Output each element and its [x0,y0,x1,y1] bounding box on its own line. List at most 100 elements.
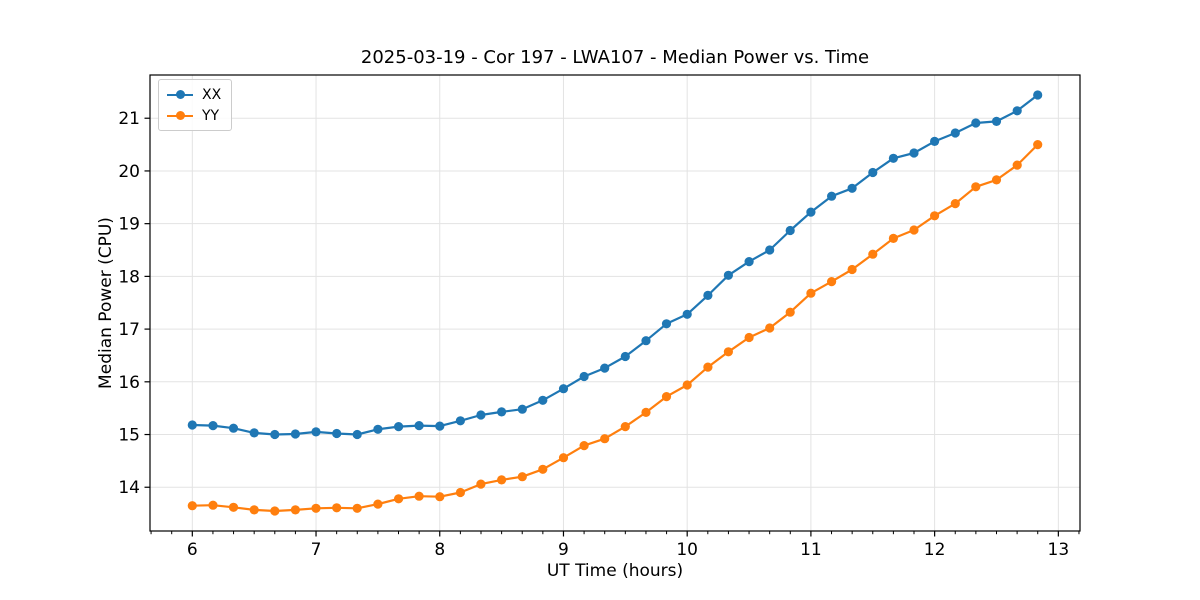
series-YY-marker [950,199,960,209]
series-YY-marker [991,175,1002,185]
series-XX-marker [476,410,486,420]
y-axis-ticks: 14 15 16 17 18 19 20 21 [118,109,150,498]
axes-spines [149,74,1081,532]
series-XX-marker [1033,90,1043,100]
axes-box [149,74,1081,532]
series-XX-marker [579,371,589,382]
x-tick-label: 13 [1048,540,1070,560]
legend-label-YY: YY [202,107,220,124]
series-XX-marker [394,422,404,432]
series-XX-marker [497,407,507,417]
series-YY-marker [228,502,239,512]
series-XX-marker [208,421,218,431]
series-XX [187,90,1043,440]
legend-item-YY: YY [167,105,221,126]
series-YY-marker [847,264,857,275]
series-YY-marker [187,501,197,511]
legend-marker-YY [167,111,193,121]
series-YY-marker [579,441,589,451]
series-XX-marker [228,423,239,433]
y-tick-label: 20 [118,162,140,182]
series-XX-marker [352,429,362,440]
series-YY-marker [765,323,775,333]
series-YY-marker [785,307,795,317]
y-tick-label: 14 [118,478,140,498]
y-tick-label: 18 [118,267,140,287]
y-tick-label: 21 [118,109,140,129]
x-tick-label: 10 [676,540,698,560]
series-YY-marker [620,422,630,432]
series-YY-marker [517,472,527,482]
x-tick-label: 9 [558,540,569,560]
series-YY [187,140,1043,516]
series-XX-marker [723,270,734,280]
x-tick-label: 7 [311,540,322,560]
series-YY-marker [394,494,404,504]
series-XX-marker [950,128,960,138]
series-XX-marker [435,421,445,431]
series-YY-marker [888,233,899,243]
series-XX-marker [455,416,465,426]
series-XX-marker [641,336,651,346]
legend: XX YY [158,79,233,131]
y-tick-label: 19 [118,215,140,235]
series-YY-marker [558,453,569,463]
series-XX-marker [414,421,424,431]
series-YY-marker [455,487,465,498]
series-XX-marker [703,290,713,300]
series-YY-marker [682,380,692,390]
y-tick-label: 17 [118,320,140,340]
legend-item-XX: XX [167,84,221,105]
x-axis-label: UT Time (hours) [546,561,684,581]
series-YY-marker [641,407,651,417]
series-XX-marker [888,153,899,163]
series-XX-marker [187,420,197,430]
series-YY-marker [538,464,548,474]
x-tick-label: 8 [434,540,445,560]
series-YY-marker [270,506,280,516]
series-XX-marker [765,245,775,255]
series-YY-marker [435,492,445,502]
series-YY-marker [600,434,610,444]
series-YY-marker [414,491,424,501]
series-YY-marker [249,505,259,515]
series-XX-marker [806,207,816,217]
series-XX-marker [600,363,610,373]
grid [150,75,1080,531]
series-YY-marker [909,225,919,235]
series-XX-marker [332,428,342,439]
series-XX-marker [682,309,692,319]
x-tick-label: 12 [924,540,946,560]
series-XX-marker [538,395,548,405]
series-XX-marker [827,191,837,201]
series-YY-marker [290,505,300,515]
series-YY-marker [827,277,837,287]
series-XX-marker [373,424,383,434]
series-XX-marker [249,428,259,438]
series-YY-marker [1012,160,1022,170]
y-tick-label: 16 [118,373,140,393]
x-axis-ticks: 6 7 8 9 10 11 12 13 [150,531,1080,560]
series-XX-marker [558,384,569,394]
series-XX-marker [971,118,981,128]
series-XX-line [192,94,1039,436]
series-YY-marker [1033,140,1043,150]
series-XX-marker [847,183,857,193]
series-YY-marker [744,332,754,343]
series-XX-marker [785,225,795,236]
series-YY-marker [497,475,507,485]
y-tick-label: 15 [118,426,140,446]
legend-marker-XX [167,90,193,100]
series-YY-marker [806,288,816,298]
series-YY-marker [723,347,734,357]
series-YY-marker [971,182,981,192]
series-XX-marker [909,148,919,158]
series-YY-marker [703,362,713,372]
series-YY-marker [930,211,940,221]
series-YY-marker [208,500,218,510]
x-tick-label: 6 [187,540,198,560]
series-XX-marker [517,404,527,414]
series-YY-marker [311,503,321,513]
series-YY-marker [868,249,878,259]
